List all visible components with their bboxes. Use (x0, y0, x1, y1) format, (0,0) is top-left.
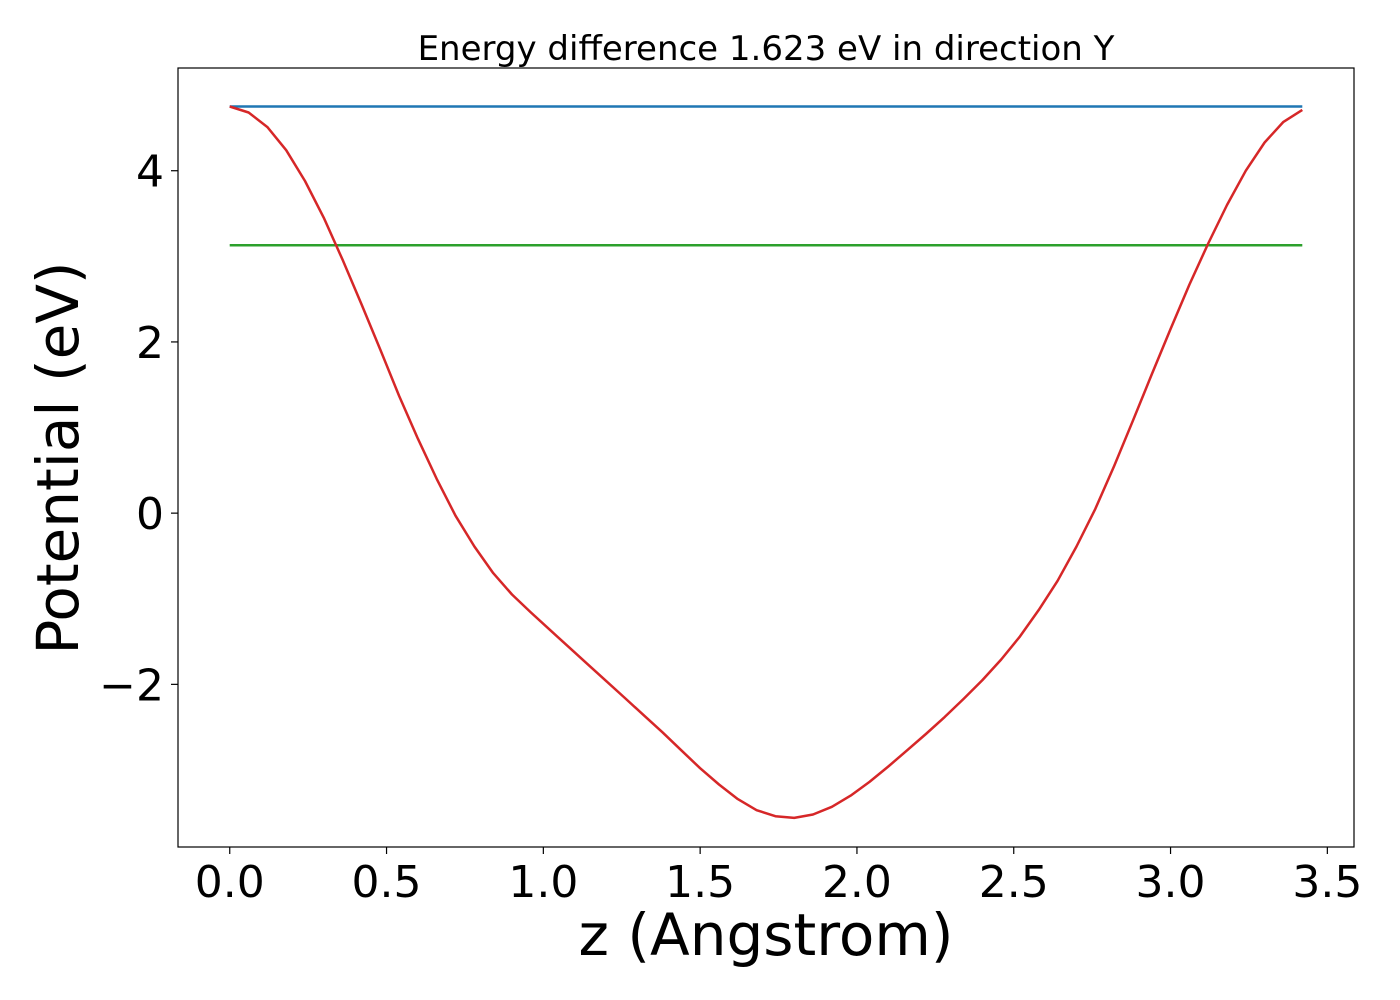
x-tick-label: 2.5 (979, 857, 1049, 908)
y-tick-label: 2 (136, 318, 164, 369)
x-tick-label: 1.0 (508, 857, 578, 908)
y-tick-label: −2 (99, 660, 164, 711)
x-tick-label: 1.5 (665, 857, 735, 908)
series-layer (229, 105, 1303, 820)
x-axis-ticks: 0.0 0.5 1.0 1.5 2.0 2.5 3.0 3.5 (195, 847, 1362, 908)
x-tick-label: 0.0 (195, 857, 265, 908)
x-axis-label: z (Angstrom) (579, 901, 954, 969)
chart-title: Energy difference 1.623 eV in direction … (418, 29, 1115, 69)
y-axis-label: Potential (eV) (24, 261, 92, 654)
series-line-2 (229, 105, 1303, 820)
x-tick-label: 3.5 (1292, 857, 1362, 908)
y-tick-label: 0 (136, 489, 164, 540)
x-tick-label: 3.0 (1136, 857, 1206, 908)
plot-area-frame (177, 67, 1355, 848)
y-tick-label: 4 (136, 147, 164, 198)
y-axis-ticks: −2 0 2 4 (99, 147, 178, 711)
x-tick-label: 0.5 (352, 857, 422, 908)
x-tick-label: 2.0 (822, 857, 892, 908)
